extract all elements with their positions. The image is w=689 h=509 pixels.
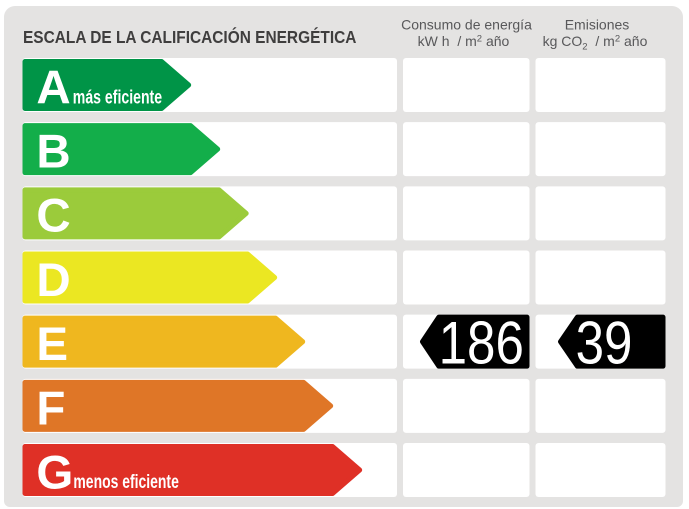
svg-text:E: E [36, 318, 68, 371]
svg-text:A: A [36, 61, 70, 114]
svg-text:kW h / m2 año: kW h / m2 año [418, 33, 510, 49]
svg-text:Emisiones: Emisiones [565, 17, 630, 33]
svg-text:ESCALA DE LA CALIFICACIÓN ENER: ESCALA DE LA CALIFICACIÓN ENERGÉTICA [23, 27, 356, 47]
svg-text:D: D [36, 254, 70, 307]
svg-text:Consumo de energía: Consumo de energía [401, 17, 532, 33]
svg-text:kg CO2 / m2 año: kg CO2 / m2 año [543, 33, 648, 53]
svg-text:39: 39 [576, 309, 633, 377]
svg-text:C: C [36, 190, 70, 243]
svg-text:más eficiente: más eficiente [73, 86, 162, 108]
svg-text:menos eficiente: menos eficiente [73, 471, 178, 493]
svg-text:F: F [36, 382, 65, 435]
svg-text:G: G [36, 446, 73, 499]
svg-text:B: B [36, 126, 70, 179]
svg-text:186: 186 [439, 309, 524, 377]
